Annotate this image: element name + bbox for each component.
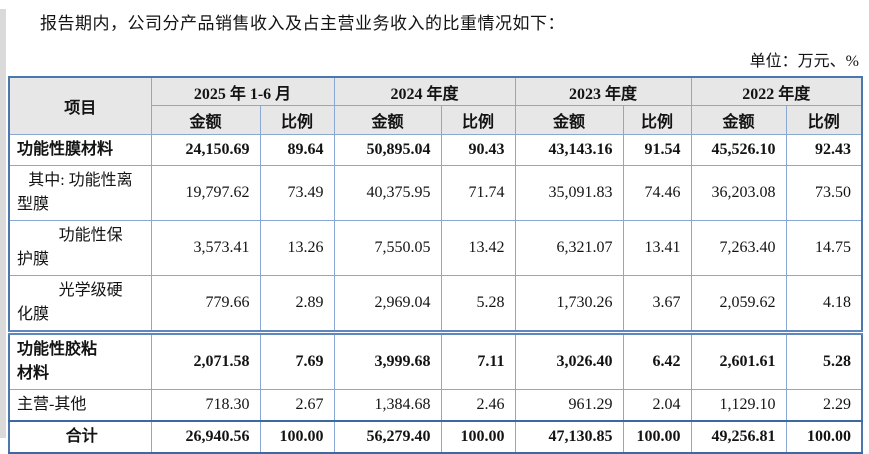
amount-cell: 961.29 [514, 389, 624, 422]
table-row: 主营-其他 718.30 2.67 1,384.68 2.46 961.29 2.04 1,1… [8, 389, 863, 422]
ratio-cell: 2.04 [622, 389, 692, 422]
amount-cell: 26,940.56 [150, 420, 261, 454]
period-header-2023: 2023 年度 [514, 76, 692, 106]
period-header-2022: 2022 年度 [690, 76, 863, 106]
ratio-header: 比例 [259, 105, 335, 135]
amount-cell: 718.30 [150, 389, 261, 422]
page-left-edge [0, 9, 6, 438]
amount-cell: 2,059.62 [690, 275, 787, 333]
amount-header: 金额 [150, 105, 261, 135]
ratio-cell: 74.46 [622, 165, 692, 221]
row-label: 合计 [8, 420, 152, 454]
ratio-cell: 100.00 [440, 420, 516, 454]
table-row: 功能性保 护膜 3,573.41 13.26 7,550.05 13.42 6,321.0… [8, 220, 863, 276]
amount-cell: 47,130.85 [514, 420, 624, 454]
ratio-cell: 100.00 [259, 420, 335, 454]
period-header-2024: 2024 年度 [333, 76, 516, 106]
ratio-cell: 2.67 [259, 389, 335, 422]
table-row: 合计 26,940.56 100.00 56,279.40 100.00 47,130.8… [8, 420, 863, 454]
ratio-cell: 5.28 [785, 330, 863, 390]
col-item-header: 项目 [8, 76, 152, 135]
amount-cell: 2,969.04 [333, 275, 442, 333]
row-label: 功能性胶粘 材料 [8, 330, 152, 390]
amount-cell: 45,526.10 [690, 134, 787, 166]
amount-cell: 49,256.81 [690, 420, 787, 454]
ratio-cell: 7.11 [440, 330, 516, 390]
amount-header: 金额 [690, 105, 787, 135]
amount-header: 金额 [333, 105, 442, 135]
unit-note: 单位：万元、% [749, 53, 859, 70]
amount-cell: 50,895.04 [333, 134, 442, 166]
ratio-cell: 2.89 [259, 275, 335, 333]
table-row: 功能性胶粘 材料 2,071.58 7.69 3,999.68 7.11 3,026.40… [8, 330, 863, 390]
table-row: 功能性膜材料 24,150.69 89.64 50,895.04 90.43 43,143… [8, 134, 863, 166]
ratio-header: 比例 [785, 105, 863, 135]
ratio-cell: 4.18 [785, 275, 863, 333]
ratio-cell: 13.26 [259, 220, 335, 276]
row-label: 主营-其他 [8, 389, 152, 422]
ratio-cell: 100.00 [622, 420, 692, 454]
ratio-cell: 13.42 [440, 220, 516, 276]
row-label: 光学级硬 化膜 [8, 275, 152, 333]
revenue-table: 项目 2025 年 1-6 月 2024 年度 2023 年度 2022 年度 … [8, 76, 864, 454]
row-label: 功能性保 护膜 [8, 220, 152, 276]
ratio-cell: 2.29 [785, 389, 863, 422]
ratio-cell: 3.67 [622, 275, 692, 333]
ratio-cell: 90.43 [440, 134, 516, 166]
amount-cell: 1,384.68 [333, 389, 442, 422]
ratio-cell: 13.41 [622, 220, 692, 276]
amount-cell: 3,573.41 [150, 220, 261, 276]
ratio-cell: 92.43 [785, 134, 863, 166]
amount-cell: 3,999.68 [333, 330, 442, 390]
amount-cell: 40,375.95 [333, 165, 442, 221]
period-header-2025h1: 2025 年 1-6 月 [150, 76, 335, 106]
amount-cell: 6,321.07 [514, 220, 624, 276]
ratio-cell: 73.50 [785, 165, 863, 221]
ratio-cell: 100.00 [785, 420, 863, 454]
amount-cell: 43,143.16 [514, 134, 624, 166]
ratio-cell: 2.46 [440, 389, 516, 422]
amount-cell: 36,203.08 [690, 165, 787, 221]
amount-cell: 1,730.26 [514, 275, 624, 333]
row-label: 功能性膜材料 [8, 134, 152, 166]
amount-cell: 7,263.40 [690, 220, 787, 276]
table-row: 光学级硬 化膜 779.66 2.89 2,969.04 5.28 1,730.26 3.6… [8, 275, 863, 333]
table-body: 功能性膜材料 24,150.69 89.64 50,895.04 90.43 43,143… [8, 134, 863, 454]
amount-cell: 779.66 [150, 275, 261, 333]
ratio-cell: 5.28 [440, 275, 516, 333]
amount-cell: 2,601.61 [690, 330, 787, 390]
amount-cell: 1,129.10 [690, 389, 787, 422]
amount-cell: 19,797.62 [150, 165, 261, 221]
ratio-header: 比例 [440, 105, 516, 135]
ratio-cell: 6.42 [622, 330, 692, 390]
ratio-cell: 71.74 [440, 165, 516, 221]
amount-header: 金额 [514, 105, 624, 135]
amount-cell: 2,071.58 [150, 330, 261, 390]
ratio-cell: 7.69 [259, 330, 335, 390]
amount-cell: 56,279.40 [333, 420, 442, 454]
ratio-cell: 14.75 [785, 220, 863, 276]
ratio-header: 比例 [622, 105, 692, 135]
table-header: 项目 2025 年 1-6 月 2024 年度 2023 年度 2022 年度 … [8, 76, 863, 135]
amount-cell: 7,550.05 [333, 220, 442, 276]
ratio-cell: 89.64 [259, 134, 335, 166]
amount-cell: 35,091.83 [514, 165, 624, 221]
ratio-cell: 91.54 [622, 134, 692, 166]
amount-cell: 24,150.69 [150, 134, 261, 166]
row-label: 其中: 功能性离 型膜 [8, 165, 152, 221]
intro-text: 报告期内，公司分产品销售收入及占主营业务收入的比重情况如下： [40, 14, 565, 33]
amount-cell: 3,026.40 [514, 330, 624, 390]
ratio-cell: 73.49 [259, 165, 335, 221]
table-row: 其中: 功能性离 型膜 19,797.62 73.49 40,375.95 71.74 3… [8, 165, 863, 221]
